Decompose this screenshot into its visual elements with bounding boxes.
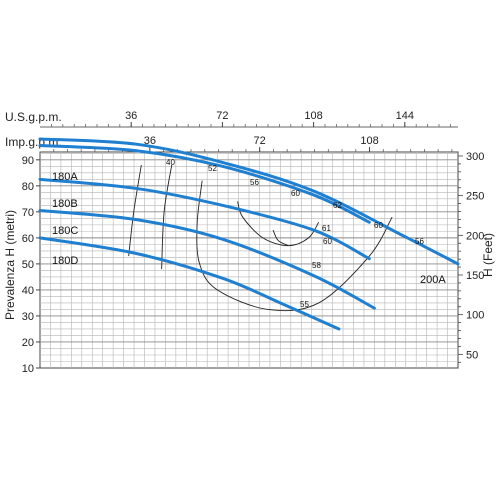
y2-axis-tick-label: 50 xyxy=(466,349,478,361)
y2-axis-tick-label: 200 xyxy=(466,230,484,242)
y-axis-tick-label: 90 xyxy=(22,155,34,167)
efficiency-curves xyxy=(128,164,393,312)
top-axis-tick-label: 36 xyxy=(125,110,137,122)
top-axis-tick-label: 108 xyxy=(304,110,322,122)
y-axis-ticks: 10 20 30 40 50 60 70 80 90 xyxy=(22,155,40,375)
y-axis-title: Prevalenza H (metri) xyxy=(3,210,17,320)
pump-curves xyxy=(38,137,460,331)
y-axis-tick-label: 60 xyxy=(22,233,34,245)
y-axis-tick-label: 20 xyxy=(22,337,34,349)
top-axis-tick-label: 36 xyxy=(144,135,156,147)
top-axis-1-ticks: 36 72 108 144 xyxy=(51,110,451,127)
eff-label-62: 62 xyxy=(333,201,342,210)
efficiency-curve-61 xyxy=(272,229,289,247)
y-axis-tick-label: 10 xyxy=(22,363,34,375)
pump-curve-200A xyxy=(38,137,460,266)
curve-label-180C: 180C xyxy=(52,225,78,237)
curve-label-200A: 200A xyxy=(420,274,446,286)
curve-label-180B: 180B xyxy=(52,198,78,210)
y-axis-tick-label: 50 xyxy=(22,259,34,271)
efficiency-curve-56 xyxy=(196,180,393,312)
top-axis-tick-label: 72 xyxy=(254,135,266,147)
eff-label-40: 40 xyxy=(166,158,175,167)
y2-axis-tick-label: 250 xyxy=(466,191,484,203)
eff-label-56b: 56 xyxy=(415,237,424,246)
eff-label-61: 61 xyxy=(322,224,331,233)
y-axis-tick-label: 40 xyxy=(22,285,34,297)
y-axis-tick-label: 80 xyxy=(22,181,34,193)
eff-label-58: 58 xyxy=(312,261,321,270)
eff-label-55: 55 xyxy=(300,300,309,309)
pump-curve-180B xyxy=(38,177,371,261)
eff-label-56a: 56 xyxy=(250,178,259,187)
top-axis-tick-label: 108 xyxy=(360,135,378,147)
efficiency-curve-40 xyxy=(128,164,142,257)
efficiency-curve-52 xyxy=(161,164,173,270)
y-axis-tick-label: 70 xyxy=(22,207,34,219)
top-axis-tick-label: 144 xyxy=(396,110,414,122)
eff-label-60a: 60 xyxy=(291,189,300,198)
eff-label-60b: 60 xyxy=(323,237,332,246)
y2-axis-ticks: 50 100 150 200 250 300 xyxy=(458,151,484,363)
pump-curve-180D xyxy=(38,236,341,331)
y-axis-tick-label: 30 xyxy=(22,311,34,323)
eff-label-60c: 60 xyxy=(374,221,383,230)
y2-axis-tick-label: 150 xyxy=(466,270,484,282)
eff-label-52: 52 xyxy=(208,164,217,173)
efficiency-curve-60 xyxy=(237,201,320,247)
curve-label-180D: 180D xyxy=(52,255,78,267)
pump-curve-180A xyxy=(38,143,371,224)
y2-axis-title: H (Feet) xyxy=(481,233,495,277)
y2-axis-tick-label: 300 xyxy=(466,151,484,163)
y2-axis-tick-label: 100 xyxy=(466,310,484,322)
curve-label-180A: 180A xyxy=(52,171,78,183)
top-axis-tick-label: 72 xyxy=(216,110,228,122)
top-axis-1-title: U.S.g.p.m. xyxy=(5,110,62,124)
pump-curve-180C xyxy=(38,209,376,310)
